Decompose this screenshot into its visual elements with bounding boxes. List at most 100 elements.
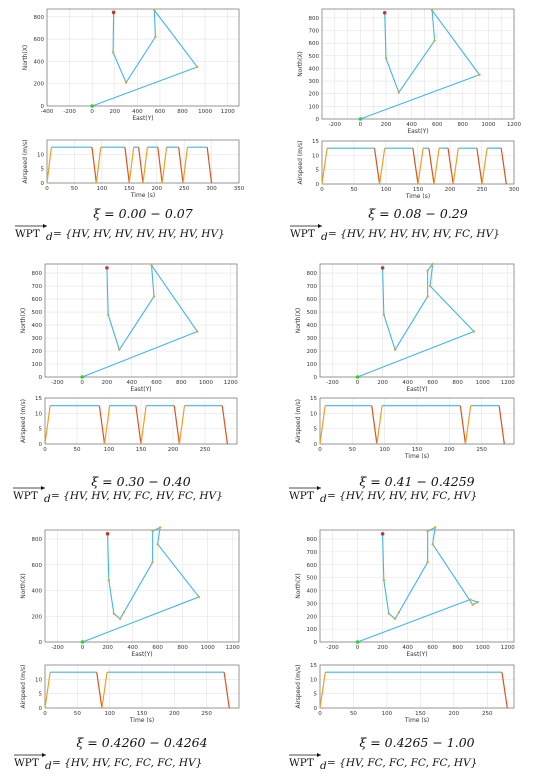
- map-ytick-label: 0: [39, 640, 43, 646]
- map-ytick-label: 400: [309, 66, 320, 72]
- map-xtick-label: 1000: [201, 645, 215, 651]
- map-ytick-label: 600: [32, 563, 43, 569]
- decel-segment: [501, 672, 508, 709]
- waypoint-marker: [387, 612, 391, 615]
- map-xtick-label: 0: [359, 122, 363, 128]
- map-xtick-label: 800: [452, 645, 463, 651]
- map-plot-area: [45, 264, 237, 377]
- waypoint-marker: [426, 295, 429, 298]
- speed-xtick-label: 300: [509, 187, 520, 193]
- map-ytick-label: 700: [309, 28, 320, 34]
- map-xtick-label: 800: [177, 645, 188, 651]
- speed-ytick-label: 5: [314, 692, 318, 698]
- accel-segment: [161, 147, 168, 184]
- map-ytick-label: 700: [307, 550, 318, 556]
- map-ytick-label: 600: [309, 41, 320, 47]
- waypoint-marker: [154, 35, 157, 39]
- map-frame: [319, 529, 515, 643]
- formula-subscript: d: [320, 493, 327, 505]
- map-xlabel: East(Y): [406, 386, 427, 393]
- end-point-marker: [380, 532, 385, 536]
- map-ytick-label: 300: [309, 79, 320, 85]
- waypoint-marker: [431, 542, 434, 546]
- map-xtick-label: 1200: [226, 645, 240, 651]
- decel-segment: [221, 405, 228, 445]
- speed-ytick-label: 10: [35, 677, 42, 683]
- map-ytick-label: 0: [314, 375, 318, 381]
- speed-xtick-label: 100: [104, 711, 115, 717]
- speed-xtick-label: 150: [412, 447, 423, 453]
- waypoint-marker: [106, 313, 110, 316]
- map-ytick-label: 800: [307, 271, 318, 277]
- map-xtick-label: 200: [377, 380, 388, 386]
- waypoint-marker: [468, 598, 472, 601]
- map-plot: -200 0 200 400 600 800 1000 1200 0 100 200 300 400 50…: [295, 526, 515, 658]
- map-xtick-label: -400: [41, 109, 54, 115]
- map-frame: [46, 8, 240, 107]
- map-plot: -200 0 200 400 600 800 1000 1200 0 100 200 300 400 50…: [295, 262, 515, 393]
- waypoint-marker: [151, 530, 154, 533]
- waypoint-marker: [197, 595, 201, 599]
- map-plot-area: [47, 9, 239, 106]
- map-xtick-label: 1200: [501, 645, 515, 651]
- formula-lhs: WPT: [290, 228, 315, 240]
- speed-xlabel: Time (s): [404, 453, 429, 460]
- accel-segment: [321, 148, 328, 185]
- map-plot-area: [320, 530, 514, 642]
- map-ylabel: North(X): [20, 573, 27, 599]
- speed-ytick-label: 15: [35, 396, 42, 402]
- speed-ytick-label: 10: [310, 411, 317, 417]
- waypoint-marker: [430, 9, 434, 12]
- map-frame: [319, 263, 515, 378]
- waypoint-marker: [196, 65, 199, 69]
- formula-lhs: WPT: [289, 490, 314, 502]
- decel-segment: [135, 405, 142, 445]
- map-xtick-label: 400: [402, 645, 413, 651]
- map-ytick-label: 400: [32, 589, 43, 595]
- map-xlabel: East(Y): [132, 115, 153, 122]
- speed-ytick-label: 5: [41, 167, 45, 173]
- speed-ytick-label: 15: [312, 139, 319, 145]
- map-ytick-label: 200: [309, 92, 320, 98]
- formula-subscript: d: [45, 760, 52, 772]
- map-ytick-label: 100: [307, 627, 318, 633]
- formula-rhs: = {HV, HV, HV, HV, FC, HV}: [327, 490, 477, 502]
- speed-xtick-label: 250: [179, 186, 190, 192]
- accel-segment: [101, 672, 108, 709]
- end-point-marker: [382, 10, 387, 15]
- decel-segment: [206, 147, 213, 184]
- decel-segment: [428, 148, 435, 185]
- map-ytick-label: 100: [307, 362, 318, 368]
- accel-segment: [142, 147, 148, 184]
- speed-xtick-label: 0: [43, 711, 47, 717]
- map-ytick-label: 100: [32, 362, 43, 368]
- speed-xtick-label: 50: [351, 187, 358, 193]
- map-xtick-label: 0: [81, 645, 85, 651]
- waypoint-marker: [196, 330, 199, 333]
- speed-xlabel: Time (s): [404, 717, 429, 724]
- map-ytick-label: 100: [309, 104, 320, 110]
- formula-rhs: = {HV, FC, FC, FC, FC, HV}: [327, 757, 477, 769]
- speed-ytick-label: 0: [41, 181, 45, 187]
- map-xtick-label: 400: [402, 380, 413, 386]
- speed-ytick-label: 10: [312, 153, 319, 159]
- waypoint-marker: [426, 560, 429, 564]
- speed-xtick-label: 50: [349, 447, 356, 453]
- map-xtick-label: 600: [432, 122, 443, 128]
- map-xtick-label: 1200: [221, 109, 235, 115]
- speed-ytick-label: 0: [39, 706, 43, 712]
- speed-xtick-label: 0: [320, 187, 324, 193]
- waypoint-marker: [478, 73, 481, 76]
- accel-segment: [103, 405, 111, 445]
- formula-rhs: = {HV, HV, FC, FC, FC, HV}: [52, 757, 202, 769]
- speed-xtick-label: 100: [379, 447, 390, 453]
- speed-xtick-label: 350: [234, 186, 245, 192]
- xi-range-caption: ξ = 0.00 − 0.07: [93, 206, 192, 221]
- formula-lhs: WPT: [14, 757, 39, 769]
- map-xlabel: East(Y): [130, 386, 151, 393]
- map-xtick-label: 600: [155, 109, 166, 115]
- map-xtick-label: 600: [427, 380, 438, 386]
- speed-xtick-label: 150: [136, 447, 147, 453]
- map-xtick-label: 0: [80, 380, 84, 386]
